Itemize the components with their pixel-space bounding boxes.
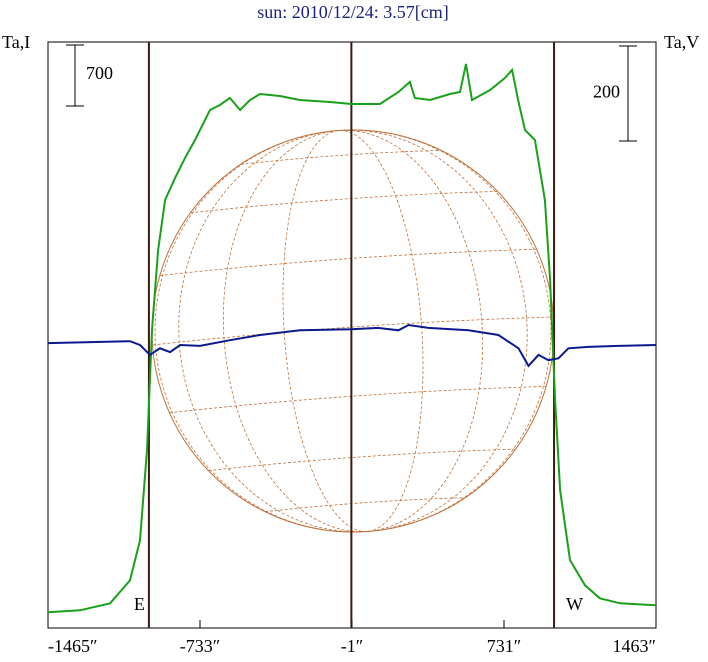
x-tick-label: 1463″ — [613, 636, 657, 656]
chart-title: sun: 2010/12/24: 3.57[cm] — [257, 2, 449, 22]
series-line — [47, 63, 657, 614]
parallel — [208, 448, 516, 472]
parallel — [190, 190, 498, 214]
solar-disk — [151, 129, 555, 533]
limb-label: W — [566, 594, 583, 614]
limb-label: E — [134, 594, 145, 614]
parallel — [159, 248, 537, 276]
parallel — [264, 497, 466, 513]
meridian — [222, 129, 484, 533]
meridian — [154, 129, 552, 533]
series-line — [47, 323, 657, 368]
x-tick-label: -1465″ — [48, 636, 98, 656]
y-axis-label: Ta,I — [2, 32, 30, 52]
y2-axis-label: Ta,V — [664, 32, 699, 52]
x-tick-label: 731″ — [487, 636, 522, 656]
meridian — [178, 129, 528, 533]
scale-bar-label: 700 — [86, 63, 113, 83]
disk-grid — [152, 129, 554, 533]
parallel — [169, 386, 547, 414]
scale-bar-label: 200 — [593, 82, 620, 102]
x-tick-label: -1″ — [341, 636, 364, 656]
parallel — [240, 149, 442, 165]
parallel — [152, 316, 554, 346]
x-tick-label: -733″ — [180, 636, 221, 656]
